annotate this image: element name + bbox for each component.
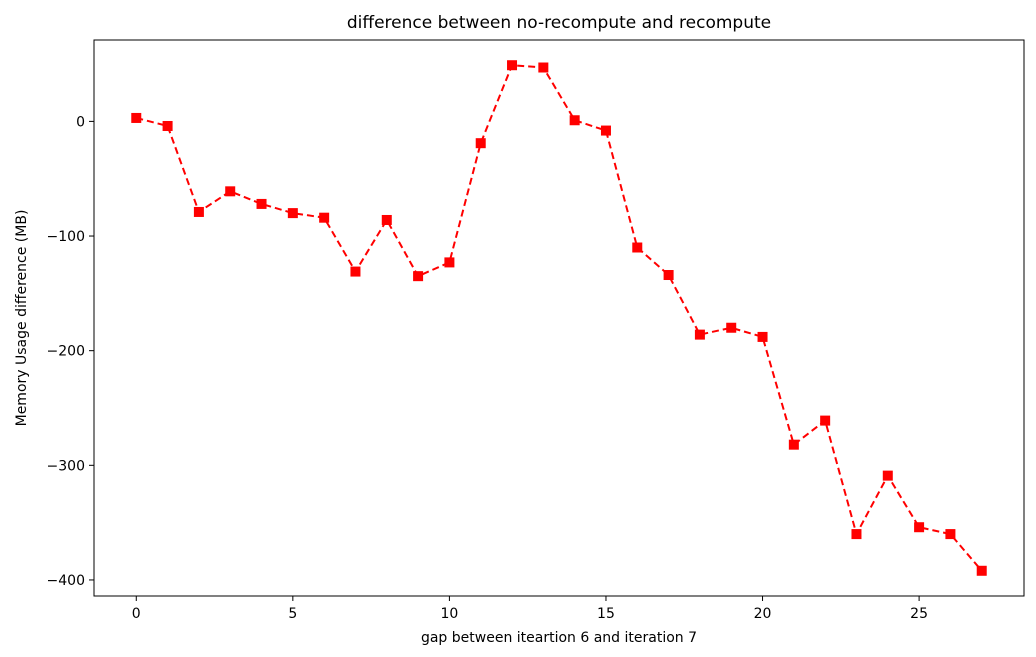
data-point-marker xyxy=(475,138,486,149)
x-tick-label: 25 xyxy=(910,606,928,622)
data-point-marker xyxy=(882,470,893,481)
series-layer xyxy=(131,60,987,576)
data-point-marker xyxy=(225,186,236,197)
data-point-marker xyxy=(193,206,204,217)
data-point-marker xyxy=(319,212,330,223)
data-point-marker xyxy=(569,115,580,126)
data-point-marker xyxy=(350,266,361,277)
data-point-marker xyxy=(788,439,799,450)
data-point-marker xyxy=(381,214,392,225)
data-point-marker xyxy=(632,242,643,253)
data-point-marker xyxy=(413,271,424,282)
y-tick-label: −100 xyxy=(47,229,85,245)
x-tick-label: 0 xyxy=(132,606,141,622)
data-point-marker xyxy=(851,529,862,540)
data-point-marker xyxy=(256,198,267,209)
series-line xyxy=(136,64,983,572)
data-point-marker xyxy=(162,120,173,131)
data-point-marker xyxy=(538,62,549,73)
data-point-marker xyxy=(726,322,737,333)
data-point-marker xyxy=(914,522,925,533)
x-tick-label: 15 xyxy=(597,606,615,622)
y-tick-label: −200 xyxy=(47,344,85,360)
data-point-marker xyxy=(694,329,705,340)
x-axis-label: gap between iteartion 6 and iteration 7 xyxy=(421,630,697,646)
y-tick-label: −400 xyxy=(47,573,85,589)
data-point-marker xyxy=(131,112,142,123)
data-point-marker xyxy=(287,208,298,219)
data-point-marker xyxy=(444,257,455,268)
data-point-marker xyxy=(976,565,987,576)
x-tick-label: 20 xyxy=(754,606,772,622)
data-point-marker xyxy=(600,125,611,136)
x-tick-label: 10 xyxy=(440,606,458,622)
data-point-marker xyxy=(945,529,956,540)
x-tick-label: 5 xyxy=(288,606,297,622)
y-tick-label: 0 xyxy=(76,114,85,130)
data-point-marker xyxy=(507,60,518,71)
chart-title: difference between no-recompute and reco… xyxy=(347,13,771,33)
y-tick-label: −300 xyxy=(47,458,85,474)
ticks-layer: 0 5 10 15 20 25 0 −100 −200 −300 −400 xyxy=(47,114,928,622)
data-point-marker xyxy=(663,270,674,281)
plot-frame xyxy=(93,39,1025,597)
data-point-marker xyxy=(820,415,831,426)
data-point-marker xyxy=(757,331,768,342)
plot-area xyxy=(94,40,1024,596)
y-axis-label: Memory Usage difference (MB) xyxy=(14,210,30,427)
